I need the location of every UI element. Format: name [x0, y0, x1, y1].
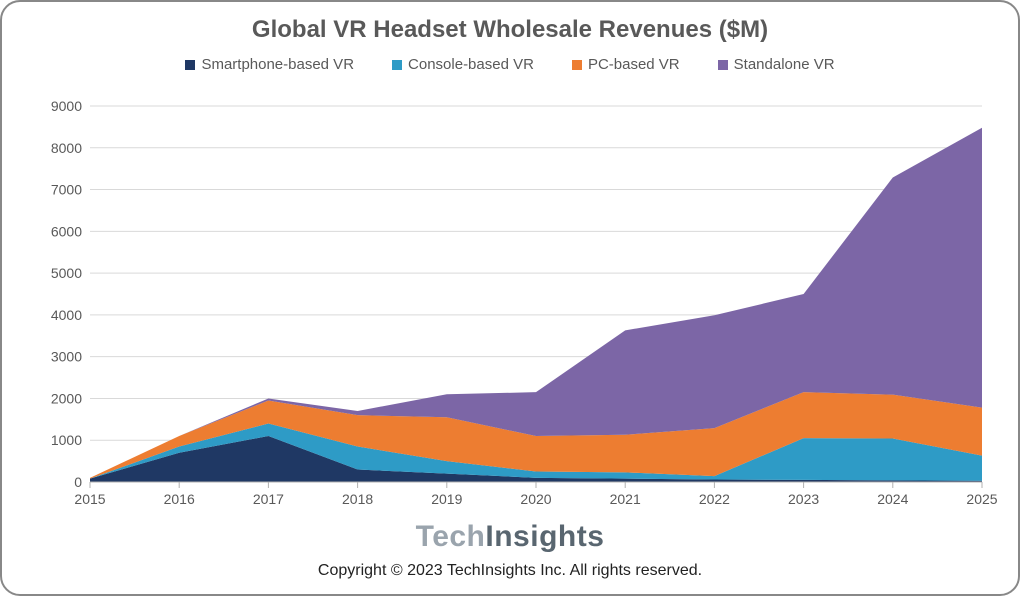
svg-text:2016: 2016	[164, 491, 195, 507]
svg-text:6000: 6000	[51, 223, 82, 239]
plot-area: 0100020003000400050006000700080009000201…	[42, 102, 988, 504]
copyright-text: Copyright © 2023 TechInsights Inc. All r…	[2, 562, 1018, 580]
legend-label: Smartphone-based VR	[201, 56, 354, 73]
legend-item: Standalone VR	[718, 56, 835, 73]
svg-text:5000: 5000	[51, 265, 82, 281]
legend-label: Standalone VR	[734, 56, 835, 73]
svg-text:2021: 2021	[610, 491, 641, 507]
chart-card: Global VR Headset Wholesale Revenues ($M…	[0, 0, 1020, 596]
chart-title: Global VR Headset Wholesale Revenues ($M…	[2, 16, 1018, 44]
svg-text:9000: 9000	[51, 98, 82, 114]
svg-text:2017: 2017	[253, 491, 284, 507]
svg-text:2024: 2024	[877, 491, 908, 507]
chart-legend: Smartphone-based VR Console-based VR PC-ba…	[2, 56, 1018, 73]
svg-text:1000: 1000	[51, 432, 82, 448]
legend-item: PC-based VR	[572, 56, 680, 73]
svg-text:2000: 2000	[51, 390, 82, 406]
svg-text:0: 0	[74, 474, 82, 490]
svg-text:2015: 2015	[74, 491, 105, 507]
svg-text:2019: 2019	[431, 491, 462, 507]
legend-label: PC-based VR	[588, 56, 680, 73]
svg-text:8000: 8000	[51, 140, 82, 156]
svg-text:7000: 7000	[51, 182, 82, 198]
brand-logo: TechInsights	[2, 520, 1018, 554]
legend-item: Console-based VR	[392, 56, 534, 73]
legend-swatch	[185, 60, 195, 70]
legend-item: Smartphone-based VR	[185, 56, 354, 73]
svg-text:2020: 2020	[520, 491, 551, 507]
svg-text:2018: 2018	[342, 491, 373, 507]
svg-text:2023: 2023	[788, 491, 819, 507]
logo-prefix: Tech	[416, 520, 486, 553]
legend-label: Console-based VR	[408, 56, 534, 73]
svg-text:4000: 4000	[51, 307, 82, 323]
legend-swatch	[392, 60, 402, 70]
logo-suffix: Insights	[485, 520, 604, 553]
svg-text:3000: 3000	[51, 349, 82, 365]
legend-swatch	[572, 60, 582, 70]
svg-text:2022: 2022	[699, 491, 730, 507]
legend-swatch	[718, 60, 728, 70]
area-chart-svg: 0100020003000400050006000700080009000201…	[42, 102, 988, 504]
svg-text:2025: 2025	[966, 491, 997, 507]
